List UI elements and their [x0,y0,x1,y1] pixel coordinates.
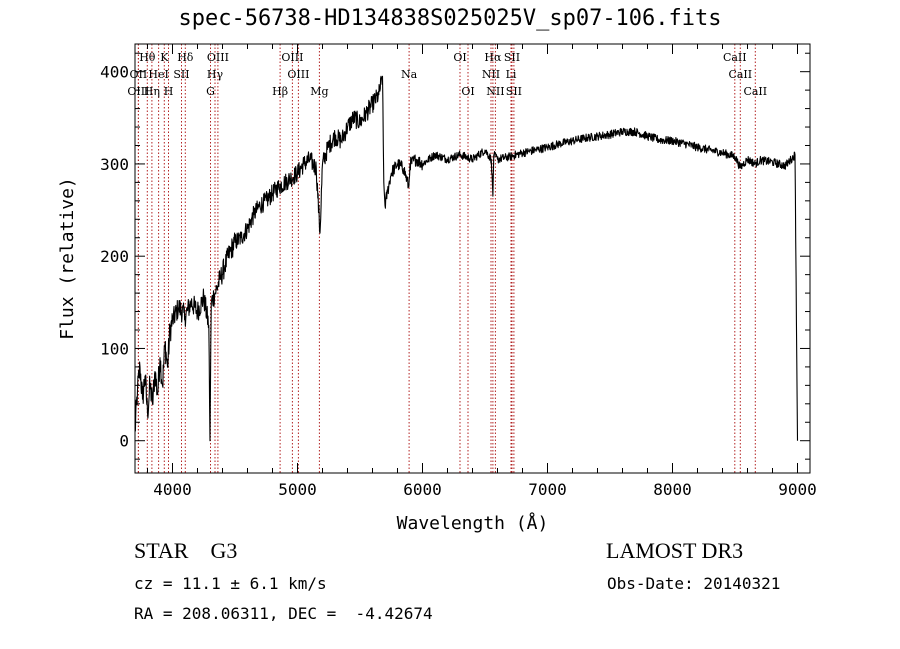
line-label: K [160,51,169,64]
line-label: Na [401,68,418,81]
axis-labels: Wavelength (Å) Flux (relative) [57,177,548,534]
line-label: Hη [144,85,160,98]
x-tick-label: 8000 [653,480,692,499]
line-label: Li [506,68,517,81]
line-label: NII [482,68,500,81]
x-tick-label: 7000 [528,480,567,499]
y-axis-label: Flux (relative) [57,177,78,340]
line-markers [137,44,756,473]
line-label: NII [486,85,504,98]
line-label: Hγ [207,68,224,81]
line-label: SII [173,68,189,81]
ra-dec: RA = 208.06311, DEC = -4.42674 [134,604,433,623]
line-label: OIII [127,85,149,98]
x-tick-label: 9000 [778,480,817,499]
x-axis-label: Wavelength (Å) [397,512,549,534]
axis-ticks: 4000 5000 6000 7000 8000 9000 0 100 200 300 400 [100,44,817,499]
line-label: Hδ [177,51,194,64]
line-label: Hβ [272,85,288,98]
chart-title: spec-56738-HD134838S025025V_sp07-106.fit… [178,6,722,31]
spectrum-line [134,75,799,442]
plot-frame [134,43,811,474]
line-label: G [206,85,215,98]
line-label: OI [453,51,466,64]
redshift-cz: cz = 11.1 ± 6.1 km/s [134,574,327,593]
line-label: SII [504,51,520,64]
line-label: HeI [148,68,168,81]
y-tick-label: 200 [100,247,129,266]
obs-date: Obs-Date: 20140321 [607,574,781,593]
object-class: STAR G3 [134,538,238,563]
line-label: OI [461,85,474,98]
line-label: OIII [281,51,303,64]
y-tick-label: 0 [119,432,129,451]
y-tick-label: 400 [100,63,129,82]
x-tick-label: 6000 [403,480,442,499]
line-label: Hα [484,51,502,64]
plot-axes [134,43,811,474]
line-label: SII [506,85,522,98]
line-label: OIII [207,51,229,64]
spectrum-series [134,75,799,442]
line-label: OIII [287,68,309,81]
x-tick-label: 5000 [278,480,317,499]
line-label: Mg [310,85,328,98]
y-tick-label: 300 [100,155,129,174]
line-label: H [164,85,174,98]
survey-name: LAMOST DR3 [606,538,744,563]
line-label: CaII [723,51,747,64]
y-tick-label: 100 [100,339,129,358]
x-tick-label: 4000 [153,480,192,499]
line-label: Hθ [139,51,156,64]
line-label: OII [130,68,148,81]
line-label: CaII [743,85,767,98]
line-label: CaII [728,68,752,81]
